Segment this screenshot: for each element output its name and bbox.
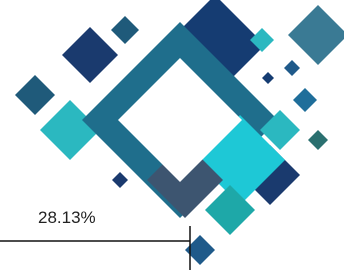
diamond <box>308 130 328 150</box>
diamond <box>111 16 139 44</box>
diamond-art <box>0 0 344 270</box>
progress-label: 28.13% <box>38 208 96 228</box>
progress-graphic: 28.13% <box>0 0 344 270</box>
diamond <box>62 27 118 83</box>
diamond <box>40 100 100 160</box>
diamond <box>284 60 300 76</box>
diamond <box>262 72 274 84</box>
diamond <box>293 88 317 112</box>
diamond <box>112 172 128 188</box>
diamond <box>288 5 344 65</box>
diamond <box>15 75 55 115</box>
